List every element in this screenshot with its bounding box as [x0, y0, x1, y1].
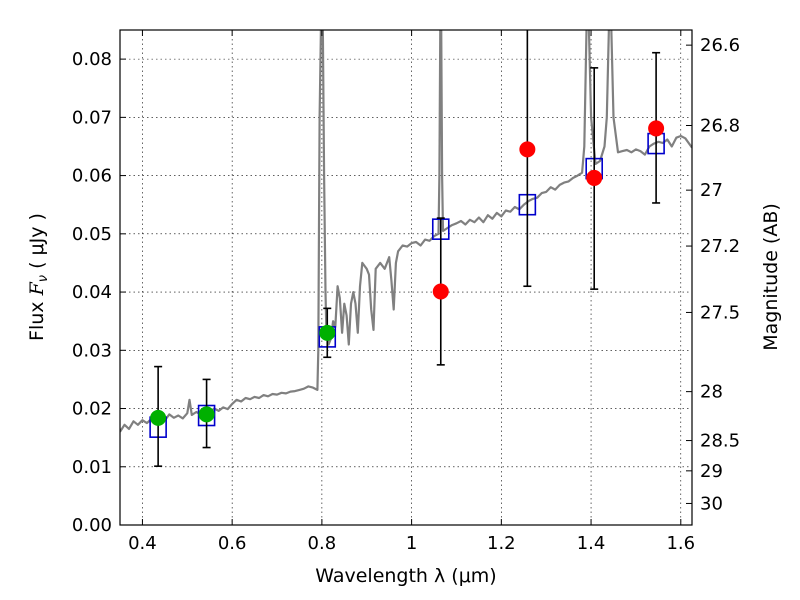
y2-tick-label: 26.6: [700, 35, 740, 56]
y2-tick-label: 26.8: [700, 116, 740, 137]
y2-tick-label: 27.2: [700, 236, 740, 257]
x-tick-label: 0.6: [218, 533, 247, 554]
y-tick-label: 0.02: [72, 399, 112, 420]
y2-tick-label: 27.5: [700, 302, 740, 323]
detection-point: [150, 409, 167, 426]
error-bars: [150, 30, 665, 467]
y-axis-label: Flux Fν ( μJy ): [26, 213, 51, 341]
y2-tick-label: 28: [700, 382, 723, 403]
y-tick-label: 0.08: [72, 49, 112, 70]
y2-axis: 26.6 26.8 27 27.2 27.5 28 28.5 29 30: [686, 35, 740, 514]
y-tick-label: 0.01: [72, 457, 112, 478]
limit-point: [586, 169, 603, 186]
detection-point: [319, 324, 336, 341]
y-tick-label: 0.07: [72, 107, 112, 128]
x-tick-label: 0.4: [128, 533, 157, 554]
y-tick-label: 0.04: [72, 282, 112, 303]
y-tick-label: 0.05: [72, 224, 112, 245]
y-axis: 0.00 0.01 0.02 0.03 0.04 0.05 0.06 0.07 0.08: [72, 49, 126, 536]
limit-point: [519, 141, 536, 158]
y2-tick-label: 27: [700, 180, 723, 201]
model-spectrum-line: [120, 30, 692, 433]
x-tick-label: 1.6: [666, 533, 695, 554]
x-axis-label: Wavelength λ (μm): [315, 565, 496, 587]
x-axis: 0.4 0.6 0.8 1 1.2 1.4 1.6: [128, 30, 695, 554]
y2-axis-label: Magnitude (AB): [760, 203, 782, 351]
y-tick-label: 0.00: [72, 515, 112, 536]
x-tick-label: 1.2: [487, 533, 516, 554]
x-tick-label: 1.4: [577, 533, 606, 554]
detection-point: [198, 406, 215, 423]
limit-point: [648, 120, 665, 137]
x-tick-label: 0.8: [308, 533, 337, 554]
x-tick-label: 1: [406, 533, 417, 554]
plot-frame: [119, 29, 693, 526]
y2-tick-label: 29: [700, 461, 723, 482]
y2-tick-label: 28.5: [700, 431, 740, 452]
y2-tick-label: 30: [700, 493, 723, 514]
y-tick-label: 0.06: [72, 166, 112, 187]
limit-point: [432, 283, 449, 300]
y-tick-label: 0.03: [72, 340, 112, 361]
